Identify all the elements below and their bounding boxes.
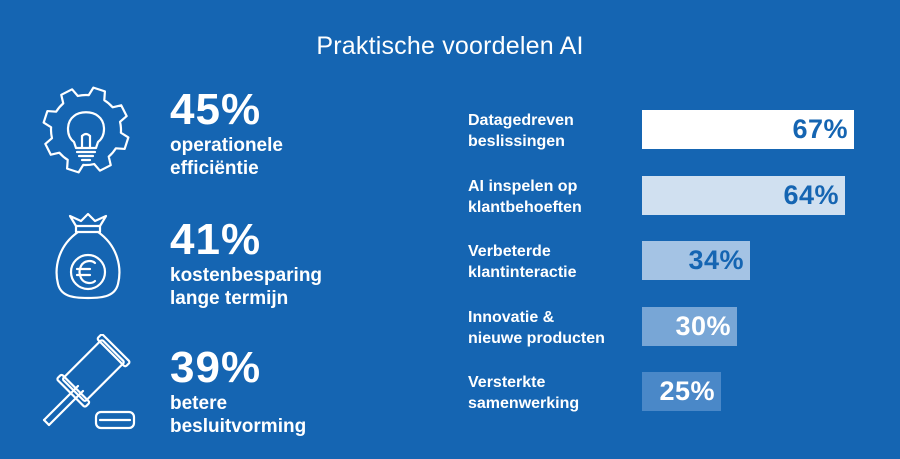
bar: 25%	[642, 372, 721, 411]
bar-category-label-line: AI inspelen op	[468, 177, 578, 195]
bar-category-label: Verbeterde klantinteractie	[468, 241, 643, 283]
stat-operational-efficiency: 45% operationele efficiëntie	[170, 88, 283, 180]
stat-label-line: kostenbesparing	[170, 265, 323, 286]
stat-decision-making: 39% betere besluitvorming	[170, 346, 306, 438]
bar-category-label: Innovatie & nieuwe producten	[468, 307, 643, 349]
page-title: Praktische voordelen AI	[316, 32, 584, 60]
bar-value-label: 64%	[783, 179, 839, 210]
bar-category-label-line: Versterkte	[468, 374, 546, 391]
bar-category-label-line: beslissingen	[468, 133, 565, 150]
stat-value: 45%	[170, 85, 262, 134]
bar-value-label: 25%	[659, 376, 715, 406]
bar: 34%	[642, 241, 750, 280]
gavel-icon	[42, 334, 136, 430]
stat-value: 41%	[170, 215, 262, 264]
bar: 30%	[642, 306, 737, 346]
stat-cost-savings: 41% kostenbesparing lange termijn	[170, 218, 322, 310]
bar-category-label-line: Datagedreven	[468, 112, 574, 129]
stat-label: kostenbesparing lange termijn	[170, 264, 322, 310]
bar: 64%	[642, 175, 845, 215]
stat-label-line: lange termijn	[170, 288, 289, 309]
bar-category-label: AI inspelen op klantbehoeften	[468, 176, 643, 218]
gear-lightbulb-icon	[42, 86, 130, 174]
stat-label-line: operationele	[170, 135, 283, 156]
bar-category-label-line: klantbehoeften	[468, 198, 582, 216]
stat-value: 39%	[170, 343, 262, 392]
stat-label-line: efficiëntie	[170, 158, 259, 179]
bar-category-label-line: Verbeterde	[468, 243, 551, 260]
bar: 67%	[642, 110, 854, 149]
stat-label: operationele efficiëntie	[170, 134, 283, 180]
bar-category-label: Datagedreven beslissingen	[468, 110, 643, 152]
bar-category-label-line: samenwerking	[468, 395, 580, 412]
bar-category-label: Versterkte samenwerking	[468, 372, 643, 414]
money-bag-euro-icon	[55, 212, 121, 300]
bar-category-label-line: klantinteractie	[468, 264, 577, 281]
stat-label: betere besluitvorming	[170, 392, 306, 438]
bar-value-label: 30%	[675, 310, 731, 341]
bar-value-label: 67%	[792, 114, 848, 144]
bar-value-label: 34%	[688, 245, 744, 275]
stat-label-line: betere	[170, 393, 228, 414]
stat-label-line: besluitvorming	[170, 416, 307, 437]
bar-category-label-line: nieuwe producten	[468, 329, 605, 347]
bar-category-label-line: Innovatie &	[468, 308, 555, 326]
